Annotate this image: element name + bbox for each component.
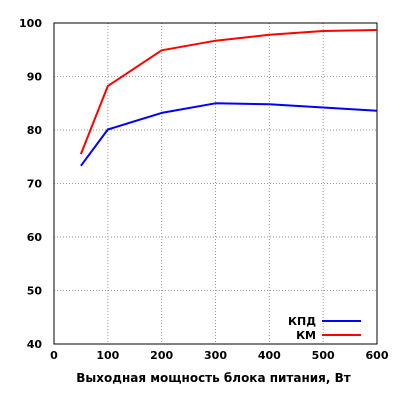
legend-label: КПД xyxy=(288,315,316,328)
x-tick-label: 300 xyxy=(204,349,227,362)
axis-ticks: 0 100 200 300 400 500 600 40 50 60 70 80 90 100 xyxy=(19,17,389,362)
y-tick-label: 70 xyxy=(27,178,43,191)
series-line-1 xyxy=(80,102,378,167)
plot-frame xyxy=(53,22,378,345)
x-tick-label: 600 xyxy=(366,349,389,362)
series-lines xyxy=(79,29,378,167)
y-tick-label: 90 xyxy=(27,71,43,84)
y-tick-label: 50 xyxy=(27,285,43,298)
y-tick-label: 80 xyxy=(27,124,43,137)
x-tick-label: 500 xyxy=(312,349,335,362)
y-tick-label: 40 xyxy=(27,338,43,351)
grid xyxy=(54,23,377,344)
y-tick-label: 100 xyxy=(19,17,42,30)
legend-label: КМ xyxy=(296,329,316,342)
x-tick-label: 200 xyxy=(150,349,173,362)
y-tick-label: 60 xyxy=(27,231,43,244)
x-tick-label: 100 xyxy=(96,349,119,362)
x-tick-label: 0 xyxy=(50,349,58,362)
x-tick-label: 400 xyxy=(258,349,281,362)
series-line-2 xyxy=(79,29,378,155)
x-axis-title: Выходная мощность блока питания, Вт xyxy=(76,371,351,385)
